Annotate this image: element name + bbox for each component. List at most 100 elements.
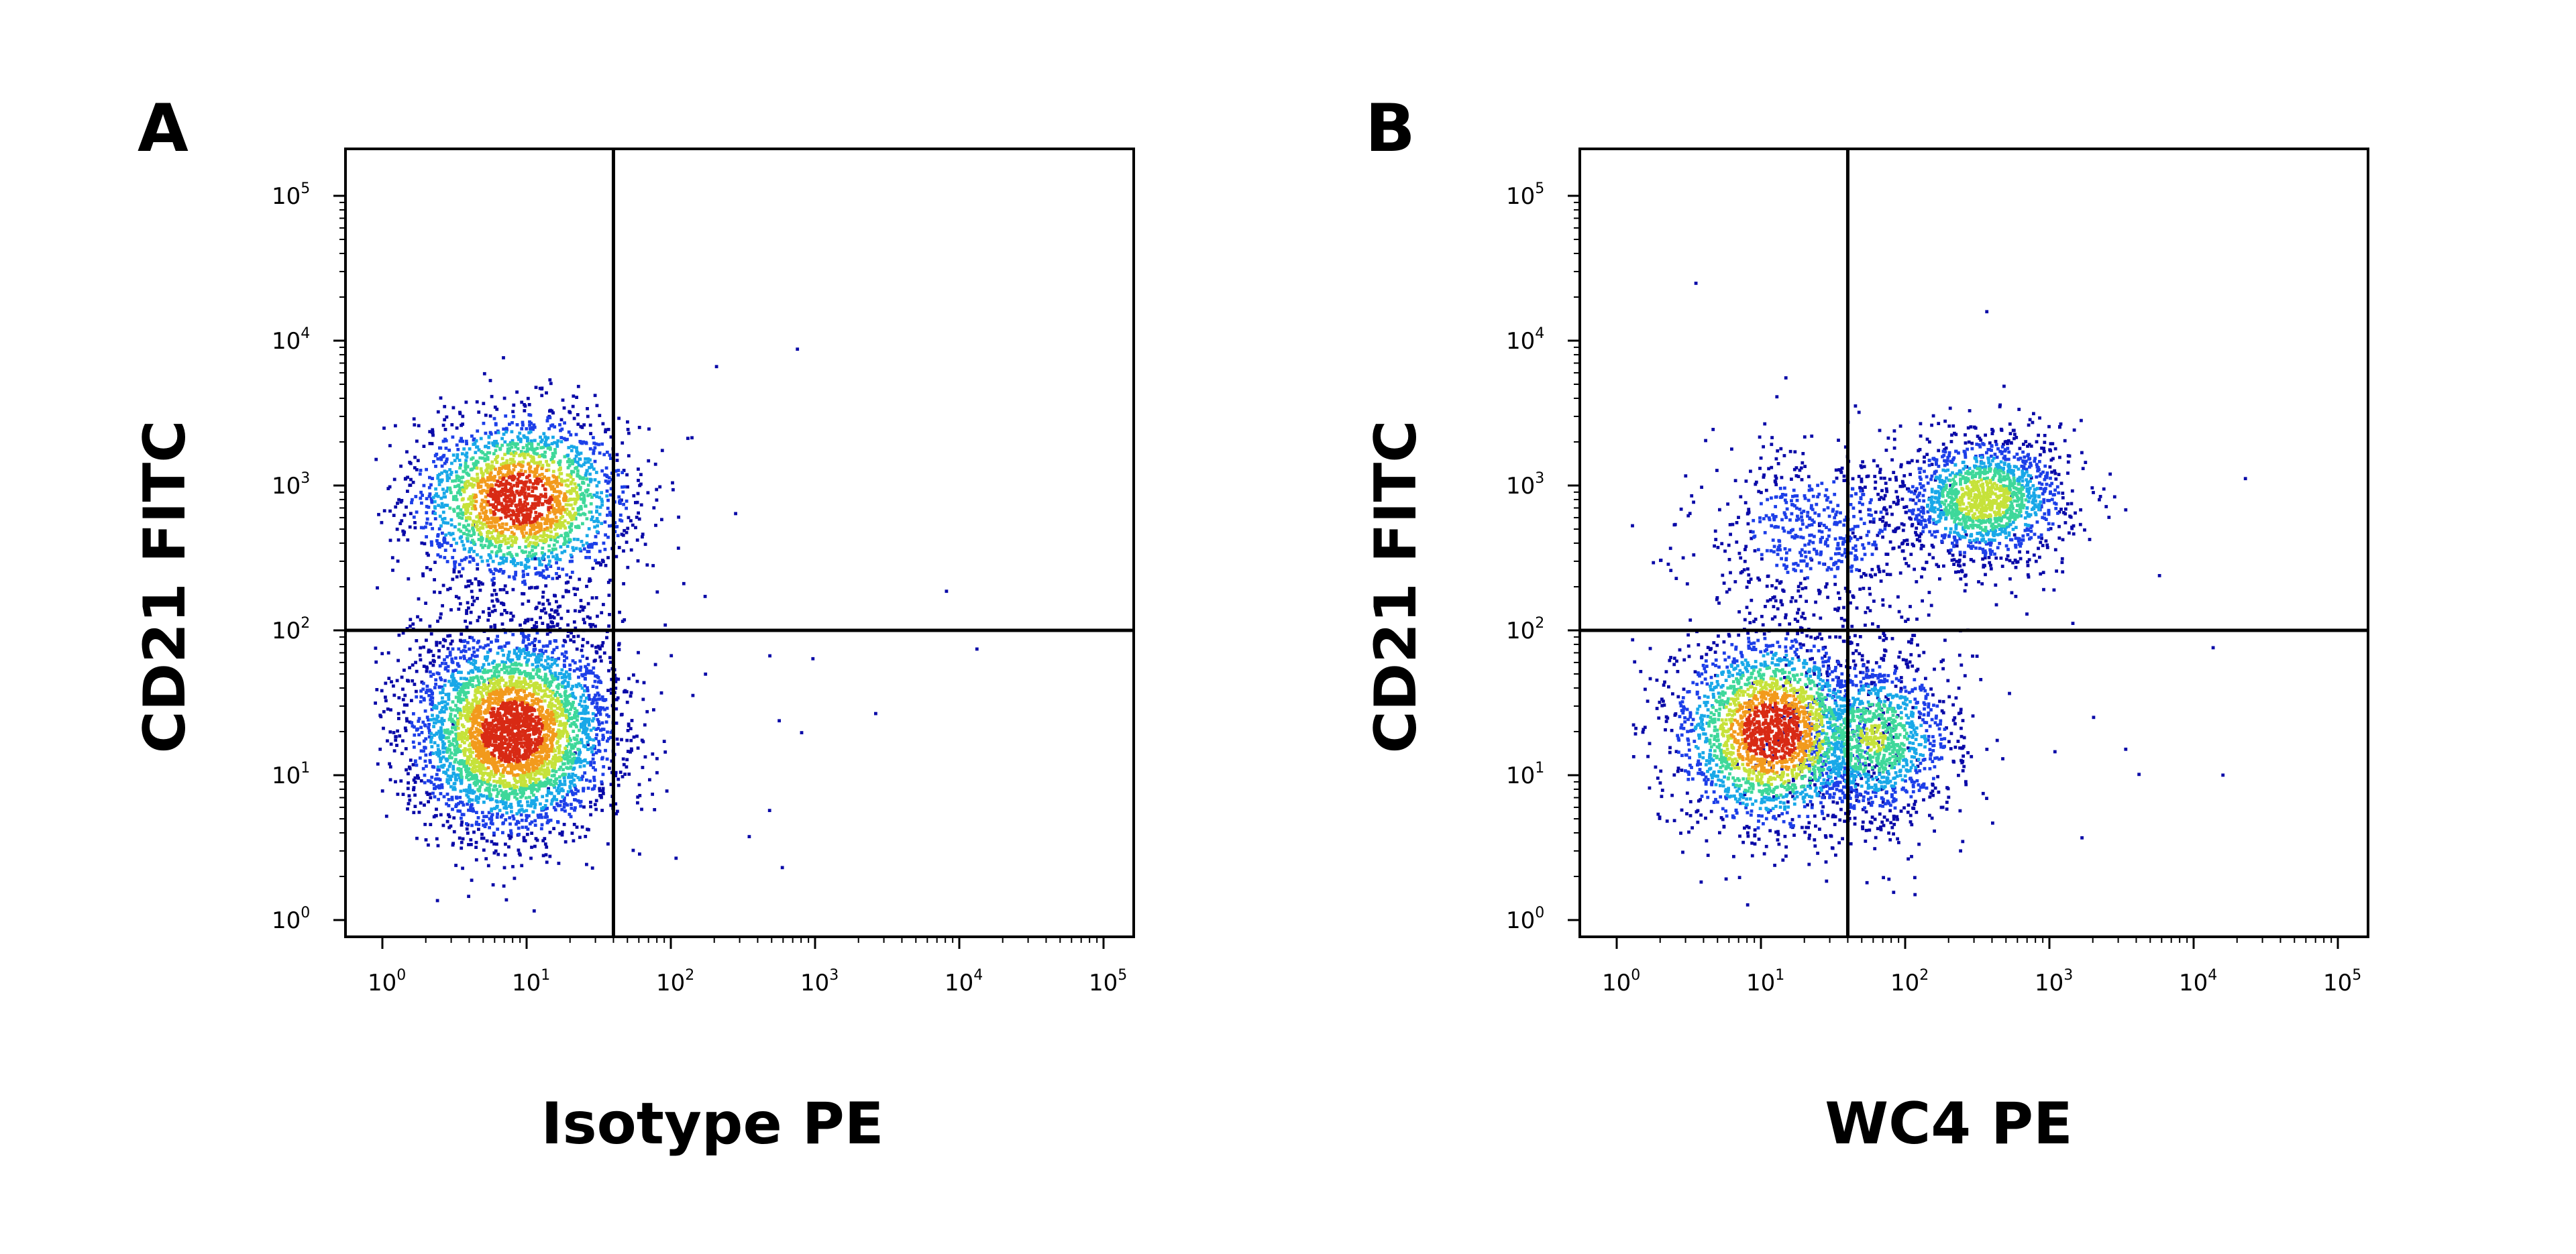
event-point <box>430 442 434 445</box>
event-point <box>503 440 507 444</box>
event-point <box>617 546 621 549</box>
event-point <box>413 521 417 524</box>
event-point <box>537 443 540 446</box>
event-point <box>453 560 458 564</box>
event-point <box>549 458 553 461</box>
event-point <box>437 750 441 753</box>
event-point <box>568 677 572 681</box>
event-point <box>617 416 621 420</box>
event-point <box>408 766 412 771</box>
event-point <box>543 724 547 727</box>
event-point <box>551 650 555 654</box>
event-point <box>572 514 575 518</box>
event-point <box>450 718 454 722</box>
event-point <box>437 748 440 752</box>
event-point <box>484 445 488 448</box>
event-point <box>528 779 532 783</box>
event-point <box>585 667 588 671</box>
event-point <box>474 439 478 443</box>
event-point <box>441 531 444 535</box>
event-point <box>437 685 441 689</box>
event-point <box>470 653 474 657</box>
event-point <box>445 802 448 806</box>
event-point <box>535 682 539 685</box>
event-point <box>559 712 563 716</box>
event-point <box>526 828 530 831</box>
event-point <box>501 522 504 526</box>
event-point <box>568 724 572 728</box>
event-point <box>419 618 423 622</box>
event-point <box>486 677 490 681</box>
event-point <box>509 829 513 833</box>
event-point <box>447 697 451 701</box>
event-point <box>566 703 570 707</box>
event-point <box>554 481 558 485</box>
event-point <box>589 625 593 628</box>
event-point <box>542 721 545 724</box>
event-point <box>534 837 538 840</box>
event-point <box>454 657 458 660</box>
event-point <box>555 561 558 565</box>
event-point <box>525 648 529 651</box>
event-point <box>430 745 434 748</box>
event-point <box>515 785 519 789</box>
event-point <box>564 704 567 707</box>
event-point <box>472 790 476 794</box>
event-point <box>704 672 708 676</box>
event-point <box>686 437 690 441</box>
event-point <box>546 768 549 773</box>
event-point <box>577 463 581 467</box>
event-point <box>423 746 427 750</box>
event-point <box>549 716 553 720</box>
event-point <box>584 457 587 461</box>
event-point <box>467 736 471 740</box>
event-point <box>541 535 545 539</box>
event-point <box>436 457 440 461</box>
event-point <box>544 564 548 568</box>
event-point <box>502 569 506 573</box>
event-point <box>539 813 543 817</box>
event-point <box>417 742 421 746</box>
event-point <box>500 443 504 447</box>
event-point <box>508 786 512 790</box>
event-point <box>441 755 445 759</box>
event-point <box>486 766 490 770</box>
event-point <box>427 723 431 726</box>
event-point <box>433 590 436 594</box>
event-point <box>544 853 548 857</box>
event-point <box>536 702 540 705</box>
event-point <box>429 540 433 544</box>
event-point <box>527 403 531 406</box>
event-point <box>473 693 477 697</box>
event-point <box>481 752 484 756</box>
event-point <box>494 449 498 453</box>
event-point <box>504 792 508 796</box>
event-point <box>422 445 426 448</box>
event-point <box>592 436 595 439</box>
event-point <box>568 813 572 816</box>
event-point <box>415 439 419 443</box>
event-point <box>443 428 447 431</box>
event-point <box>415 763 419 767</box>
event-point <box>497 646 501 650</box>
event-point <box>572 783 576 787</box>
event-point <box>482 815 486 819</box>
event-point <box>474 760 478 764</box>
event-point <box>481 451 485 455</box>
event-point <box>488 690 492 694</box>
event-point <box>491 441 494 445</box>
event-point <box>691 693 695 697</box>
event-point <box>477 756 481 760</box>
event-point <box>429 796 433 799</box>
event-point <box>557 657 561 661</box>
event-point <box>470 726 474 730</box>
event-point <box>458 809 462 813</box>
event-point <box>504 630 507 634</box>
event-point <box>561 795 565 799</box>
event-point <box>522 836 526 840</box>
event-point <box>581 522 584 526</box>
event-point <box>460 846 464 850</box>
event-point <box>525 674 528 678</box>
event-point <box>640 738 644 742</box>
event-point <box>515 693 519 696</box>
